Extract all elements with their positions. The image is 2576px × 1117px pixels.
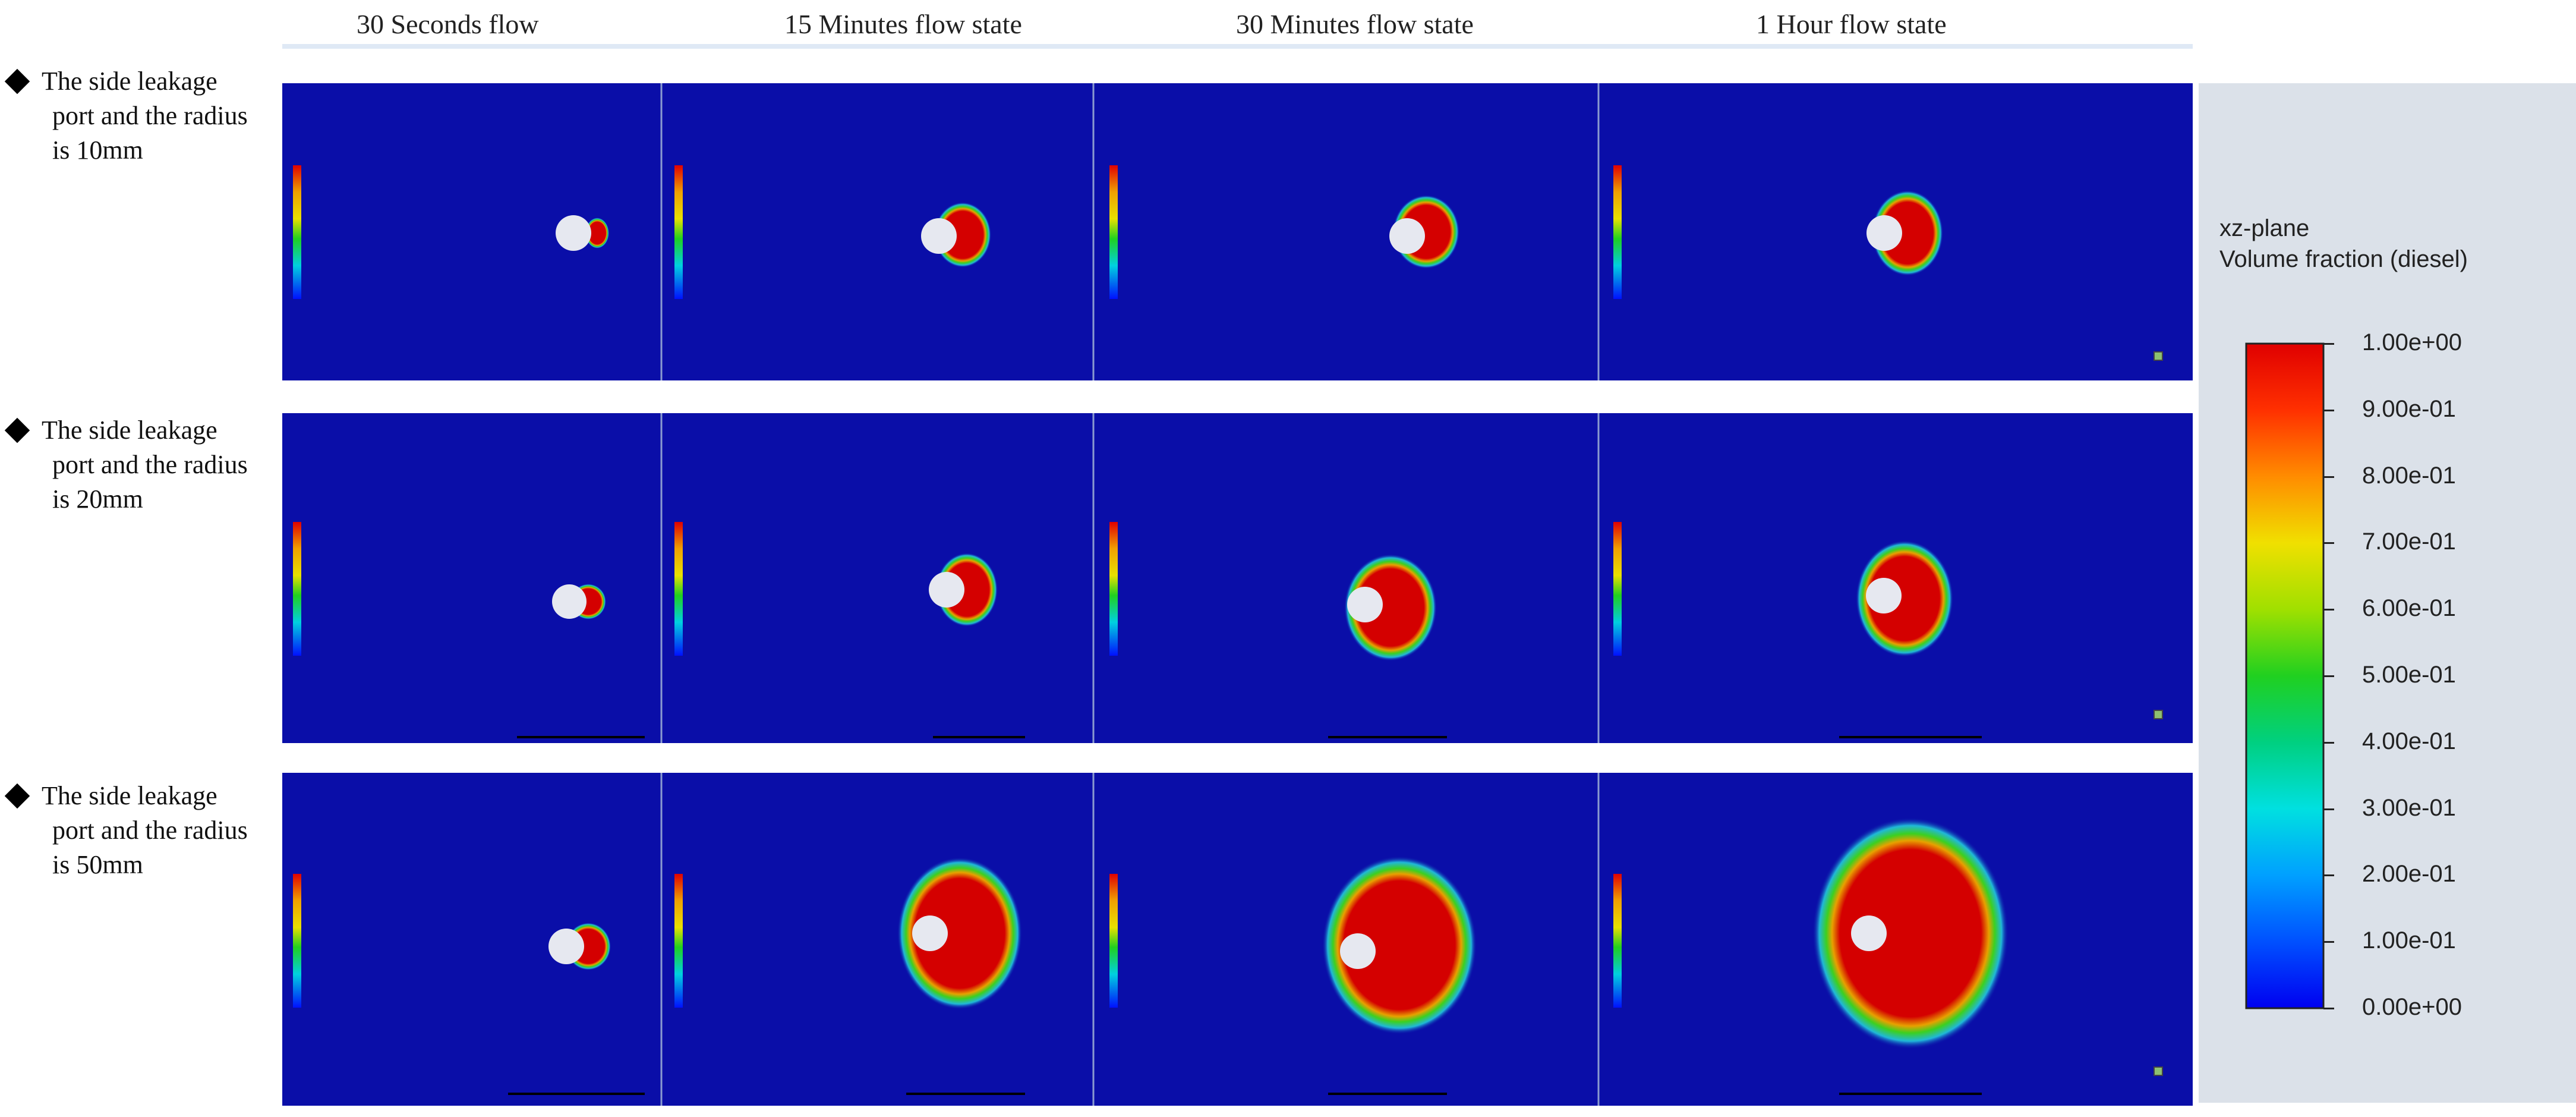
pipe-icon — [912, 915, 948, 951]
legend-tick-mark — [2323, 1008, 2334, 1009]
row-label-50mm: The side leakage port and the radius is … — [0, 779, 273, 882]
diamond-bullet-icon — [4, 417, 30, 443]
pipe-icon — [548, 929, 584, 964]
legend-tick-mark — [2323, 808, 2334, 810]
legend-tick-mark — [2323, 609, 2334, 611]
pipe-icon — [1347, 587, 1383, 622]
pipe-icon — [1866, 578, 1902, 613]
pipe-icon — [552, 584, 587, 619]
legend-tick-mark — [2323, 941, 2334, 943]
legend-tick-mark — [2323, 343, 2334, 345]
pipe-icon — [1340, 933, 1376, 969]
column-title-1h: 1 Hour flow state — [1756, 9, 1947, 39]
legend-colorbar — [2245, 342, 2325, 1009]
plume-r1-c4 — [1872, 190, 1943, 276]
plume-r2-c2 — [936, 553, 998, 627]
plume-r2-c4 — [1856, 540, 1953, 657]
legend-tick-label: 8.00e-01 — [2362, 462, 2456, 489]
row-2-panels — [282, 413, 2193, 743]
legend-tick-mark — [2323, 409, 2334, 411]
diamond-bullet-icon — [4, 68, 30, 95]
legend-tick-mark — [2323, 741, 2334, 744]
plume-r1-c1 — [585, 218, 609, 248]
pipe-icon — [921, 218, 957, 254]
row-label-10mm: The side leakage port and the radius is … — [0, 64, 273, 168]
legend-tick-label: 5.00e-01 — [2362, 662, 2456, 688]
plume-r1-c2 — [934, 202, 991, 268]
pipe-icon — [1851, 915, 1887, 951]
legend-tick-label: 1.00e+00 — [2362, 329, 2462, 355]
pipe-icon — [1389, 218, 1425, 254]
row-label-20mm: The side leakage port and the radius is … — [0, 413, 273, 517]
simulation-grid — [282, 83, 2193, 1106]
legend-tick-label: 0.00e+00 — [2362, 994, 2462, 1020]
pipe-icon — [1866, 215, 1902, 251]
plume-r3-c2 — [897, 857, 1022, 1009]
legend-tick-label: 4.00e-01 — [2362, 728, 2456, 754]
legend-tick-mark — [2323, 542, 2334, 545]
legend-tick-mark — [2323, 874, 2334, 877]
column-title-30min: 30 Minutes flow state — [1236, 9, 1474, 39]
legend-tick-label: 3.00e-01 — [2362, 794, 2456, 821]
column-title-30s: 30 Seconds flow — [357, 9, 539, 39]
row-3-panels — [282, 773, 2193, 1106]
pipe-icon — [929, 572, 964, 608]
legend-title: xz-plane Volume fraction (diesel) — [2219, 215, 2468, 272]
legend-tick-mark — [2323, 675, 2334, 677]
pipe-icon — [556, 215, 591, 251]
legend-tick-label: 9.00e-01 — [2362, 395, 2456, 422]
plume-r2-c3 — [1344, 554, 1437, 661]
legend-tick-label: 1.00e-01 — [2362, 927, 2456, 954]
plume-r3-c3 — [1322, 856, 1477, 1034]
legend-tick-label: 6.00e-01 — [2362, 595, 2456, 622]
plume-r3-c4 — [1812, 817, 2009, 1049]
row-1-panels — [282, 83, 2193, 380]
header-strip — [282, 44, 2193, 49]
legend-tick-label: 2.00e-01 — [2362, 861, 2456, 888]
diamond-bullet-icon — [4, 783, 30, 809]
legend-tick-mark — [2323, 476, 2334, 478]
column-title-15min: 15 Minutes flow state — [784, 9, 1022, 39]
legend-tick-label: 7.00e-01 — [2362, 528, 2456, 555]
